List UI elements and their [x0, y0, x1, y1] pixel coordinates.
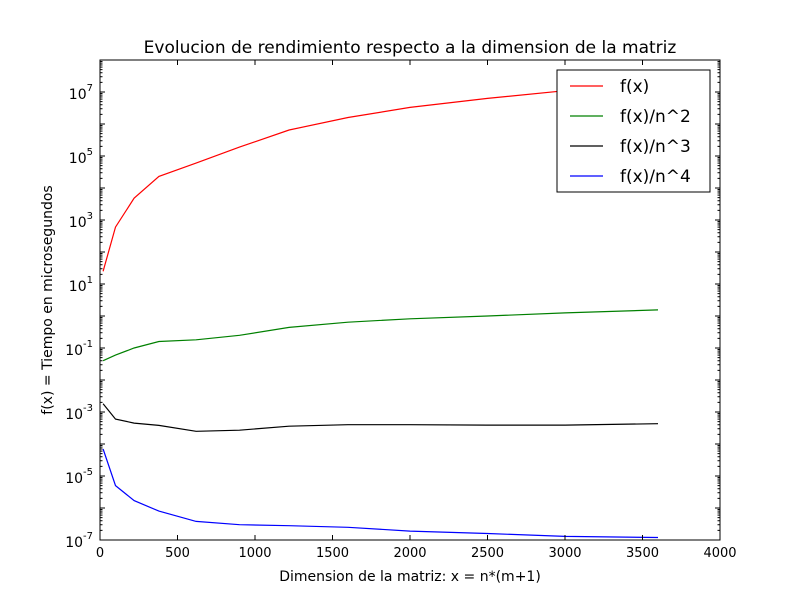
y-tick-exponent: -1 [83, 339, 93, 350]
y-tick-label: 107 [69, 83, 93, 103]
y-axis-label: f(x) = Tiempo en microsegundos [40, 185, 56, 414]
x-tick-label: 0 [96, 546, 104, 561]
y-tick-label: 101 [69, 275, 93, 295]
plot-series [102, 81, 659, 539]
legend-label: f(x)/n^4 [620, 167, 691, 187]
x-tick-label: 1000 [238, 546, 271, 561]
y-tick-base: 10 [65, 471, 83, 487]
x-tick-label: 2500 [471, 546, 504, 561]
y-tick-exponent: 3 [87, 211, 93, 222]
y-tick-label: 10-7 [65, 531, 93, 551]
y-tick-base: 10 [69, 151, 87, 167]
series-line-2 [102, 309, 659, 362]
legend: f(x) f(x)/n^2 f(x)/n^3 f(x)/n^4 [556, 69, 711, 193]
y-tick-exponent: -3 [83, 403, 93, 414]
y-tick-label: 105 [69, 147, 93, 167]
y-tick-label: 10-3 [65, 403, 93, 423]
y-tick-label: 10-1 [65, 339, 93, 359]
y-tick-label: 10-5 [65, 467, 93, 487]
x-tick-label: 500 [165, 546, 190, 561]
series-line-3 [102, 403, 659, 432]
series-line-4 [102, 448, 659, 539]
y-tick-exponent: 7 [87, 83, 93, 94]
legend-box [556, 69, 711, 193]
legend-label: f(x) [620, 77, 649, 97]
x-axis-label: Dimension de la matriz: x = n*(m+1) [279, 569, 541, 585]
y-tick-exponent: 5 [87, 147, 93, 158]
x-axis: 0 500 1000 1500 2000 2500 3000 3500 4000 [96, 60, 737, 561]
legend-label: f(x)/n^2 [620, 107, 691, 127]
x-tick-label: 1500 [316, 546, 349, 561]
legend-label: f(x)/n^3 [620, 137, 691, 157]
y-tick-exponent: -5 [83, 467, 93, 478]
y-tick-label: 103 [69, 211, 93, 231]
y-tick-base: 10 [69, 279, 87, 295]
x-tick-label: 2000 [393, 546, 426, 561]
x-tick-label: 3500 [626, 546, 659, 561]
x-tick-label: 4000 [703, 546, 736, 561]
x-tick-label: 3000 [548, 546, 581, 561]
chart-title: Evolucion de rendimiento respecto a la d… [144, 38, 677, 58]
y-tick-exponent: 1 [87, 275, 93, 286]
y-tick-base: 10 [65, 407, 83, 423]
y-tick-base: 10 [69, 87, 87, 103]
y-tick-base: 10 [69, 215, 87, 231]
y-tick-base: 10 [65, 535, 83, 551]
y-tick-exponent: -7 [83, 531, 93, 542]
y-tick-base: 10 [65, 343, 83, 359]
series-line-1 [102, 81, 659, 272]
